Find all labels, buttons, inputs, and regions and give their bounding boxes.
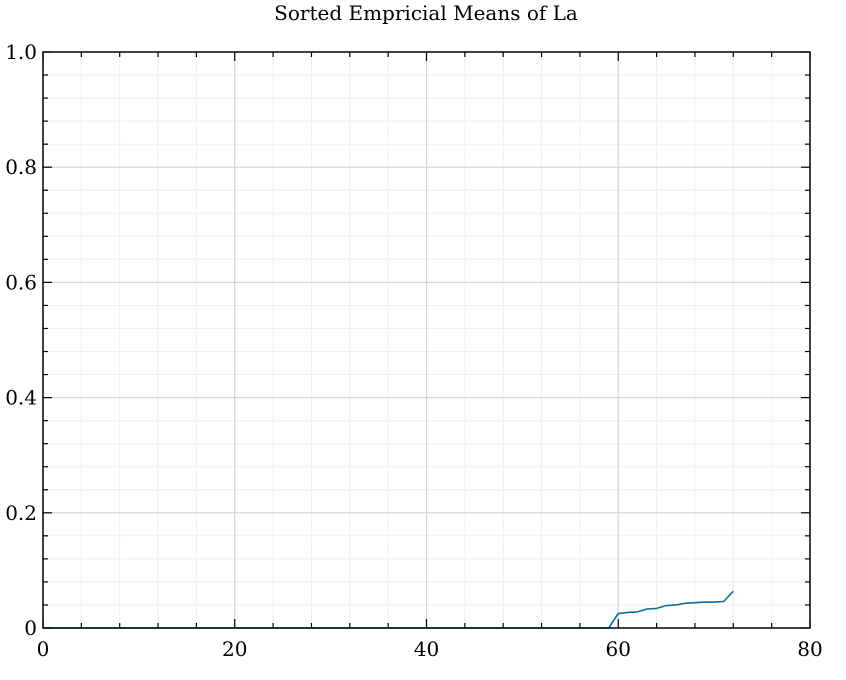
y-tick-label: 0.4 xyxy=(5,386,37,410)
x-tick-label: 60 xyxy=(606,637,631,661)
y-tick-label: 0.2 xyxy=(5,501,37,525)
x-tick-label: 40 xyxy=(414,637,439,661)
axis-ticks xyxy=(42,51,811,629)
x-tick-label: 0 xyxy=(37,637,50,661)
x-tick-label: 20 xyxy=(222,637,247,661)
chart-title: Sorted Empricial Means of La xyxy=(274,1,578,25)
x-tick-label: 80 xyxy=(797,637,822,661)
x-tick-labels: 0 20 40 60 80 xyxy=(37,637,823,661)
y-tick-label: 1.0 xyxy=(5,40,37,64)
y-tick-label: 0 xyxy=(24,616,37,640)
y-tick-label: 0.6 xyxy=(5,270,37,294)
y-tick-labels: 0 0.2 0.4 0.6 0.8 1.0 xyxy=(5,40,37,640)
major-gridlines xyxy=(43,52,810,628)
y-tick-label: 0.8 xyxy=(5,155,37,179)
